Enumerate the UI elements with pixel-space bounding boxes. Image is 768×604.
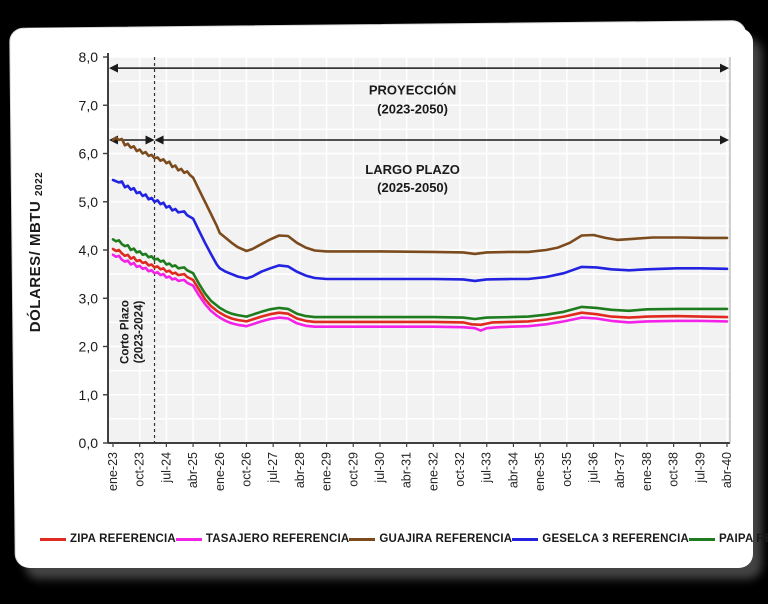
chart-legend: ZIPA REFERENCIA TASAJERO REFERENCIA GUAJIR… bbox=[40, 524, 768, 554]
legend-item-guajira-referencia: GUAJIRA REFERENCIA bbox=[349, 533, 512, 545]
legend-swatch-guajira-referencia bbox=[349, 537, 376, 541]
y-axis-title: DÓLARES/ MBTU 2022 bbox=[27, 157, 51, 347]
x-tick-label: ene-38 bbox=[640, 452, 654, 491]
x-tick-label: oct-38 bbox=[667, 452, 681, 487]
corto-plazo-arrow-right-head bbox=[145, 135, 155, 145]
legend-item-geselca-3-referencia: GESELCA 3 REFERENCIA bbox=[512, 533, 689, 545]
legend-swatch-geselca-3-referencia bbox=[512, 537, 539, 541]
legend-label-guajira-referencia: GUAJIRA REFERENCIA bbox=[379, 533, 513, 545]
x-tick-label: abr-37 bbox=[613, 452, 627, 488]
y-tick-label: 4,0 bbox=[79, 242, 99, 258]
legend-item-tasajero-referencia: TASAJERO REFERENCIA bbox=[175, 533, 350, 545]
x-tick-label: jul-24 bbox=[159, 452, 173, 484]
series-line-guajira-referencia bbox=[111, 136, 729, 256]
series-line-zipa-referencia bbox=[111, 247, 729, 327]
y-tick-label: 1,0 bbox=[79, 387, 99, 403]
corto-plazo-range-label: (2023-2024) bbox=[134, 301, 146, 364]
x-tick-label: jul-27 bbox=[266, 452, 280, 484]
legend-label-zipa-referencia: ZIPA REFERENCIA bbox=[70, 533, 176, 545]
x-tick-label: ene-23 bbox=[106, 452, 120, 491]
proyeccion-range-label: (2023-2050) bbox=[377, 101, 448, 116]
chart-card: DÓLARES/ MBTU 2022 ene-23 oct-23 jul-24 abr… bbox=[16, 28, 768, 568]
legend-label-tasajero-referencia: TASAJERO REFERENCIA bbox=[205, 533, 350, 545]
proyeccion-arrow-right-head bbox=[720, 63, 729, 73]
x-tick-label: ene-35 bbox=[533, 452, 547, 491]
legend-swatch-tasajero-referencia bbox=[175, 537, 202, 541]
x-tick-label: ene-26 bbox=[213, 452, 227, 491]
series-line-tasajero-referencia bbox=[111, 253, 729, 332]
x-tick-label: oct-29 bbox=[346, 452, 360, 487]
y-tick-label: 6,0 bbox=[79, 146, 99, 162]
series-line-geselca-3-referencia bbox=[111, 178, 729, 283]
legend-swatch-zipa-referencia bbox=[40, 537, 66, 541]
x-tick-label: abr-34 bbox=[506, 452, 520, 488]
largo-plazo-range-label: (2025-2050) bbox=[377, 180, 448, 195]
largo-plazo-arrow-right-head bbox=[720, 135, 729, 145]
legend-item-zipa-referencia: ZIPA REFERENCIA bbox=[40, 533, 176, 545]
proyeccion-arrow-left-head bbox=[109, 63, 118, 73]
x-tick-label: abr-25 bbox=[186, 452, 200, 488]
y-tick-label: 7,0 bbox=[79, 97, 99, 113]
line-chart: ene-23 oct-23 jul-24 abr-25 ene-26 oct-26 jul-… bbox=[79, 49, 734, 491]
legend-swatch-paipa-referencia bbox=[689, 537, 716, 541]
x-tick-label: abr-28 bbox=[293, 452, 307, 488]
x-tick-label: abr-40 bbox=[720, 452, 734, 488]
y-tick-label: 0,0 bbox=[79, 435, 99, 451]
largo-plazo-label: LARGO PLAZO bbox=[365, 162, 460, 177]
y-tick-label: 5,0 bbox=[79, 194, 99, 210]
y-tick-label: 3,0 bbox=[79, 290, 99, 306]
x-tick-label: oct-26 bbox=[239, 452, 253, 487]
x-tick-label: oct-35 bbox=[560, 452, 574, 487]
x-tick-label: jul-30 bbox=[373, 452, 387, 484]
legend-label-geselca-3-referencia: GESELCA 3 REFERENCIA bbox=[542, 533, 690, 545]
y-tick-label: 2,0 bbox=[79, 339, 99, 355]
x-tick-label: abr-31 bbox=[400, 452, 414, 488]
x-tick-label: jul-36 bbox=[587, 452, 601, 484]
y-tick-label: 8,0 bbox=[79, 49, 99, 65]
x-tick-label: jul-39 bbox=[693, 452, 707, 484]
y-axis-title-text: DÓLARES/ MBTU bbox=[27, 200, 44, 333]
x-tick-label: oct-32 bbox=[453, 452, 467, 487]
largo-plazo-arrow-left-head bbox=[154, 135, 164, 145]
series-line-paipa-referencia bbox=[111, 238, 729, 321]
x-tick-label: ene-29 bbox=[320, 452, 334, 491]
corto-plazo-label: Corto Plazo bbox=[120, 300, 132, 364]
legend-item-paipa-referencia: PAIPA REFERENCIA bbox=[689, 533, 768, 545]
x-tick-label: ene-32 bbox=[426, 452, 440, 491]
x-tick-label: oct-23 bbox=[133, 452, 147, 487]
proyeccion-label: PROYECCIÓN bbox=[369, 83, 456, 98]
y-axis-title-subscript: 2022 bbox=[34, 171, 45, 197]
legend-label-paipa-referencia: PAIPA REFERENCIA bbox=[719, 533, 768, 545]
x-tick-label: jul-33 bbox=[480, 452, 494, 484]
